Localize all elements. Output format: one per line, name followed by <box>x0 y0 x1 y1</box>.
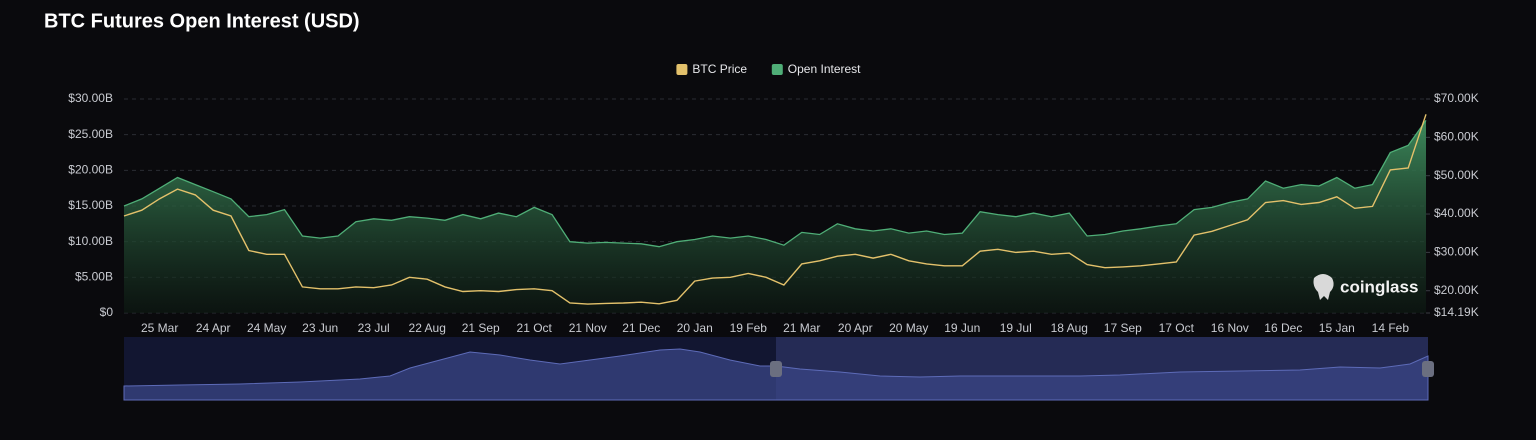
x-tick-label: 21 Dec <box>622 321 660 335</box>
y-tick-label: $0 <box>100 305 114 319</box>
y2-tick-label: $30.00K <box>1434 245 1479 259</box>
watermark-logo <box>1313 274 1334 300</box>
x-tick-label: 21 Nov <box>569 321 607 335</box>
x-tick-label: 24 May <box>247 321 286 335</box>
y-tick-label: $25.00B <box>68 127 113 141</box>
plot-area: $0 $5.00B $10.00B $15.00B $20.00B $25.00B $30.… <box>68 62 1478 335</box>
watermark: coinglass <box>1313 274 1418 300</box>
y2-tick-label: $40.00K <box>1434 206 1479 220</box>
x-tick-label: 25 Mar <box>141 321 178 335</box>
x-tick-label: 24 Apr <box>196 321 231 335</box>
y-tick-label: $10.00B <box>68 234 113 248</box>
x-tick-label: 17 Oct <box>1159 321 1195 335</box>
legend-swatch <box>771 64 783 75</box>
y2-tick-label: $70.00K <box>1434 91 1479 105</box>
navigator-handle[interactable] <box>1422 361 1434 377</box>
x-tick-label: 22 Aug <box>409 321 446 335</box>
x-tick-label: 14 Feb <box>1372 321 1410 335</box>
legend-label: BTC Price <box>692 62 747 76</box>
chart-title: BTC Futures Open Interest (USD) <box>44 10 360 32</box>
x-tick-label: 23 Jul <box>358 321 390 335</box>
y2-tick-label: $14.19K <box>1434 305 1479 319</box>
x-tick-label: 23 Jun <box>302 321 338 335</box>
legend: BTC Price Open Interest <box>676 62 861 76</box>
area <box>124 120 1426 314</box>
x-tick-label: 16 Nov <box>1211 321 1249 335</box>
y2-tick-label: $20.00K <box>1434 283 1479 297</box>
y-tick-label: $15.00B <box>68 198 113 212</box>
x-tick-label: 19 Feb <box>730 321 768 335</box>
x-tick-label: 17 Sep <box>1104 321 1142 335</box>
x-tick-label: 19 Jun <box>944 321 980 335</box>
x-tick-label: 19 Jul <box>1000 321 1032 335</box>
y2-tick-label: $50.00K <box>1434 168 1479 182</box>
navigator-handle[interactable] <box>770 361 782 377</box>
y2-tick-label: $60.00K <box>1434 130 1479 144</box>
x-tick-label: 21 Mar <box>783 321 820 335</box>
area-line <box>123 120 1427 248</box>
x-tick-label: 21 Sep <box>462 321 500 335</box>
x-tick-label: 20 Jan <box>677 321 713 335</box>
y-tick-label: $5.00B <box>75 270 113 284</box>
x-tick-label: 16 Dec <box>1264 321 1302 335</box>
line <box>123 114 1427 305</box>
legend-label: Open Interest <box>788 62 861 76</box>
x-tick-label: 21 Oct <box>517 321 553 335</box>
navigator <box>123 337 1434 401</box>
x-tick-label: 18 Aug <box>1051 321 1088 335</box>
legend-swatch <box>676 64 688 75</box>
x-tick-label: 20 May <box>889 321 928 335</box>
y-tick-label: $30.00B <box>68 91 113 105</box>
y-tick-label: $20.00B <box>68 163 113 177</box>
x-tick-label: 15 Jan <box>1319 321 1355 335</box>
x-tick-label: 20 Apr <box>838 321 873 335</box>
watermark-text: coinglass <box>1340 277 1418 296</box>
